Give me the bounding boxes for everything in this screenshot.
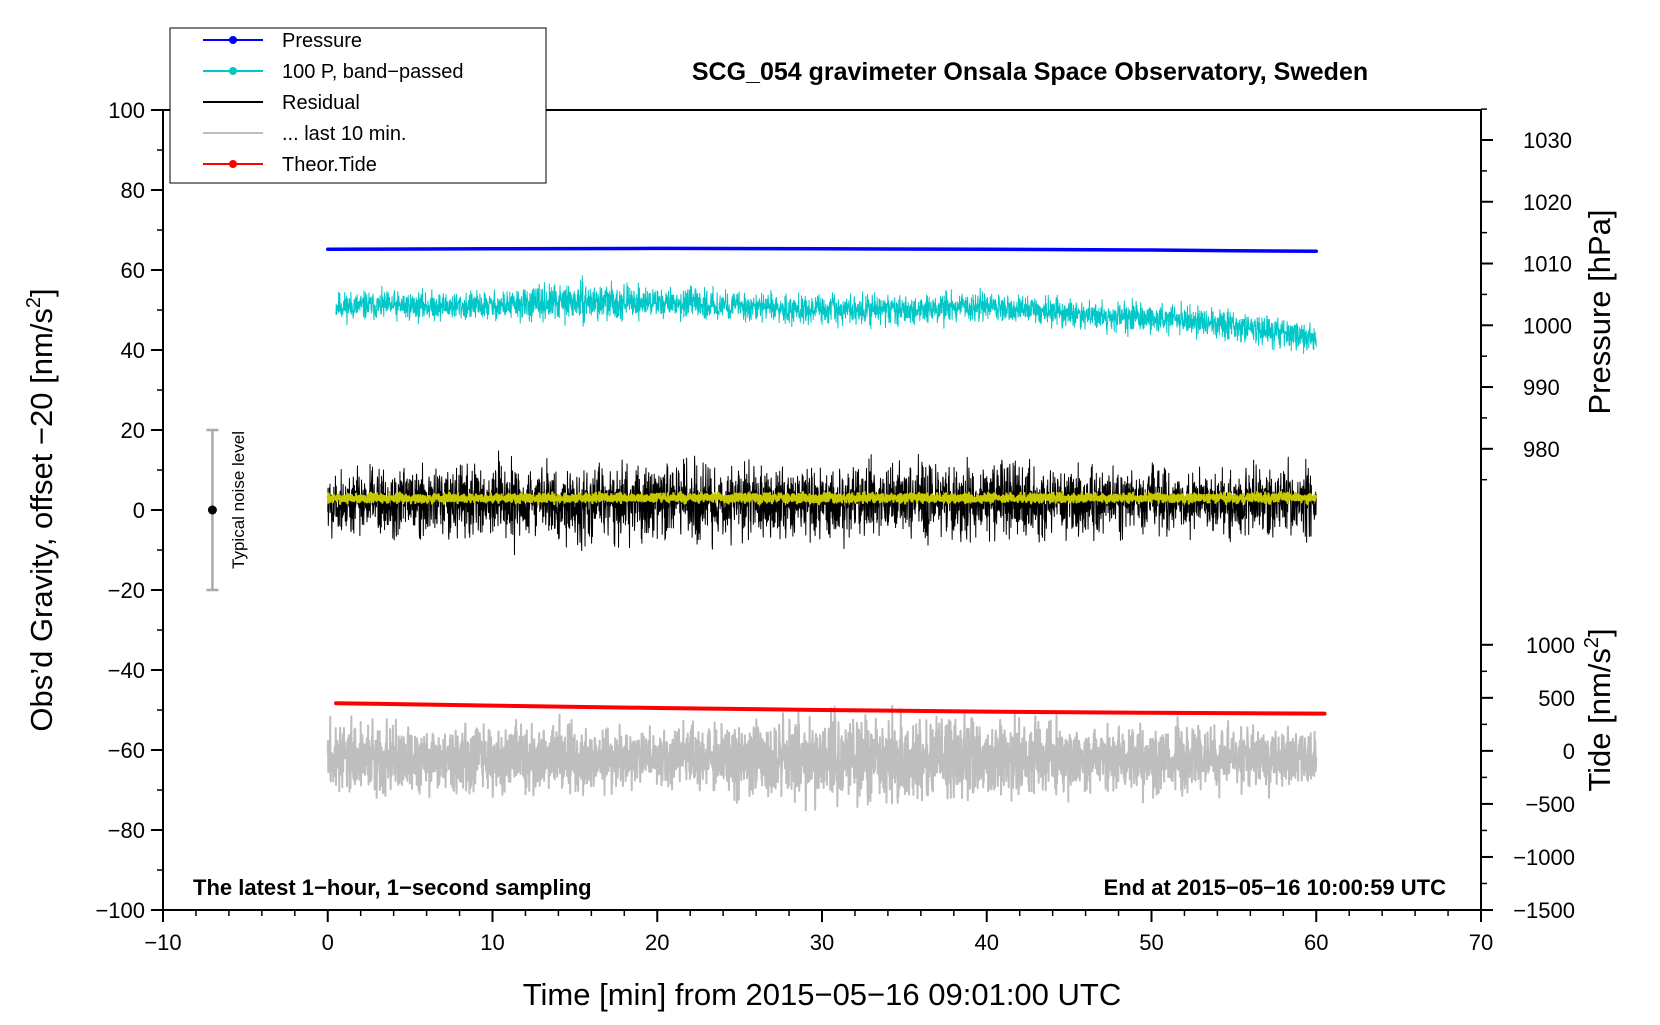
y-axis-title-sup: 2 [23,297,45,308]
x-tick-label: 40 [975,930,999,955]
axis-layer: −10 0 10 20 30 40 50 60 70−100−80−60−40−20020406… [95,98,1575,955]
tide-axis-title-end: ] [1582,628,1617,637]
legend-label: Pressure [282,30,362,52]
x-tick-label: 0 [322,930,334,955]
pressure-tick-label: 1010 [1523,252,1572,277]
pressure-tick-label: 1020 [1523,190,1572,215]
x-tick-label: 10 [480,930,504,955]
legend-marker [229,67,237,75]
y-tick-label: 0 [133,498,145,523]
y-tick-label: 60 [121,258,145,283]
noise-bar-center [207,505,217,515]
noise-label: Typical noise level [229,431,248,569]
y-tick-label: 100 [108,98,145,123]
pressure-tick-label: 1000 [1523,313,1572,338]
series-layer [326,246,1327,812]
tide-axis-title-sup: 2 [1581,637,1603,648]
tide-tick-label: 1000 [1526,633,1575,658]
y-tick-label: −20 [108,578,145,603]
legend: Pressure 100 P, band−passed Residual ... la… [169,27,547,184]
y-axis-title: Obs’d Gravity, offset −20 [nm/s2] [23,288,59,731]
x-tick-label: −10 [144,930,181,955]
x-tick-label: 70 [1469,930,1493,955]
y-axis-title-end: ] [24,288,59,297]
tide-tick-label: −1000 [1513,845,1575,870]
x-tick-label: 20 [645,930,669,955]
pressure-tick-label: 1030 [1523,128,1572,153]
series-100-p-band-passed [335,275,1317,355]
x-tick-label: 30 [810,930,834,955]
end-time-note: End at 2015−05−16 10:00:59 UTC [1104,875,1447,900]
chart-title: SCG_054 gravimeter Onsala Space Observat… [692,58,1368,86]
tide-tick-label: 0 [1563,739,1575,764]
series--last-10-min [326,704,1318,812]
x-tick-label: 60 [1304,930,1328,955]
y-tick-label: −40 [108,658,145,683]
tide-tick-label: −1500 [1513,898,1575,923]
x-tick-label: 50 [1139,930,1163,955]
y-tick-label: 80 [121,178,145,203]
legend-box [169,27,547,184]
legend-entries: Pressure 100 P, band−passed Residual ... la… [203,30,463,176]
noise-indicator [206,428,219,592]
tide-axis-title: Tide [nm/s2] [1581,628,1617,791]
legend-label: Theor.Tide [282,154,377,176]
y-tick-label: −100 [95,898,145,923]
tide-axis-title-main: Tide [nm/s [1582,648,1617,792]
pressure-tick-label: 990 [1523,375,1560,400]
series-residual [327,450,1317,556]
y-tick-label: 20 [121,418,145,443]
legend-label: 100 P, band−passed [282,61,463,83]
legend-marker [229,36,237,44]
series-theor-tide [333,701,1327,716]
y-tick-label: −60 [108,738,145,763]
y-tick-label: 40 [121,338,145,363]
sampling-note: The latest 1−hour, 1−second sampling [193,875,592,900]
series-pressure [326,246,1318,253]
y-tick-label: −80 [108,818,145,843]
legend-label: ... last 10 min. [282,123,407,145]
pressure-axis-title: Pressure [hPa] [1582,209,1617,414]
x-axis-title: Time [min] from 2015−05−16 09:01:00 UTC [523,977,1122,1012]
tide-tick-label: −500 [1525,792,1575,817]
legend-marker [229,160,237,168]
series-residual-smoothed [326,490,1318,506]
y-axis-title-main: Obs’d Gravity, offset −20 [nm/s [24,308,59,732]
legend-label: Residual [282,92,360,114]
tide-tick-label: 500 [1538,686,1575,711]
pressure-tick-label: 980 [1523,437,1560,462]
